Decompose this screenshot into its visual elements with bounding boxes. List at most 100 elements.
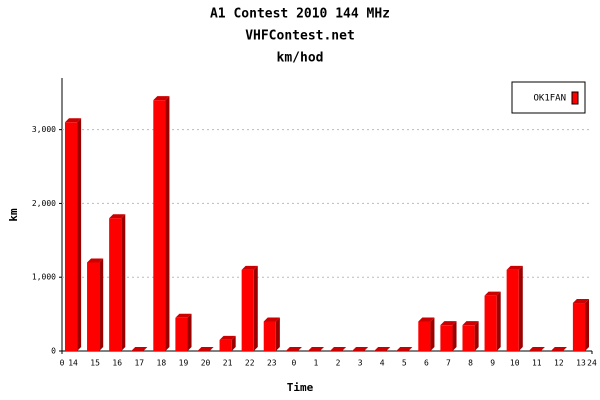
legend-swatch (571, 91, 579, 105)
bar-face (131, 347, 148, 351)
bar (64, 118, 82, 352)
x-tick-label: 7 (446, 359, 451, 368)
bar-face (109, 214, 126, 219)
x-tick-label: 5 (402, 359, 407, 368)
bar-face (452, 321, 457, 351)
x-tick-label: 0 (60, 359, 65, 368)
bar-face (231, 335, 236, 351)
bar (175, 313, 192, 351)
bar-face (77, 118, 82, 352)
bar-face (121, 214, 126, 351)
x-tick-label: 10 (510, 359, 520, 368)
bar-face (153, 96, 170, 101)
bar-face (396, 347, 413, 351)
y-tick-label: 0 (51, 347, 56, 356)
x-tick-label: 16 (112, 359, 122, 368)
bar-face (219, 335, 236, 340)
bar (374, 347, 391, 351)
x-tick-label: 17 (134, 359, 144, 368)
x-tick-label: 14 (68, 359, 78, 368)
bar-face (440, 325, 453, 351)
bar (528, 347, 545, 351)
x-tick-label: 0 (291, 359, 296, 368)
bar (462, 321, 479, 351)
bar (440, 321, 457, 351)
bar (506, 265, 523, 351)
bar-face (64, 122, 78, 352)
bar (197, 347, 214, 351)
bar (307, 347, 325, 351)
x-tick-label: 4 (380, 359, 385, 368)
bar-face (585, 299, 590, 351)
x-tick-label: 18 (157, 359, 167, 368)
bar-face (506, 269, 519, 351)
bar (572, 299, 590, 351)
y-tick-label: 1,000 (32, 273, 56, 282)
x-tick-label: 13 (576, 359, 586, 368)
y-axis-label: km (7, 208, 20, 222)
bar-face (263, 317, 280, 322)
bar (550, 347, 567, 351)
bar (352, 347, 369, 351)
bar (418, 317, 435, 351)
bar-face (352, 347, 369, 351)
x-tick-label: 9 (490, 359, 495, 368)
x-tick-label: 6 (424, 359, 429, 368)
bar-face (374, 347, 391, 351)
bar-face (474, 321, 479, 351)
unit-title: km/hod (277, 51, 324, 66)
bar-face (87, 258, 104, 263)
y-tick-label: 3,000 (32, 125, 56, 134)
x-tick-label: 1 (314, 359, 319, 368)
bar-face (430, 317, 435, 351)
bar-face (307, 347, 325, 351)
x-tick-label: 19 (179, 359, 189, 368)
bar-face (241, 265, 258, 270)
bar-face (241, 269, 254, 351)
bar (263, 317, 280, 351)
bar-face (285, 347, 302, 351)
bar-face (528, 347, 545, 351)
bar-face (418, 317, 435, 322)
bar-face (175, 317, 188, 351)
x-tick-label: 12 (554, 359, 564, 368)
bar-face (64, 118, 82, 123)
bar (109, 214, 126, 351)
bar-face (219, 339, 232, 351)
bar-face (263, 321, 276, 351)
bar (285, 347, 302, 351)
x-tick-label: 24 (587, 359, 597, 368)
bar-face (496, 291, 501, 351)
y-tick-label: 2,000 (32, 199, 56, 208)
x-tick-label: 3 (358, 359, 363, 368)
chart-subtitle: VHFContest.net (245, 29, 355, 44)
bar-face (99, 258, 104, 351)
bar (131, 347, 148, 351)
bar-face (418, 321, 431, 351)
bar-face (275, 317, 280, 351)
x-tick-label: 11 (532, 359, 542, 368)
bar (153, 96, 170, 351)
x-tick-label: 21 (223, 359, 233, 368)
x-axis-label: Time (287, 381, 314, 394)
bar-face (572, 303, 586, 351)
bar-face (484, 291, 501, 296)
bar-face (518, 265, 523, 351)
bar (87, 258, 104, 351)
bar (219, 335, 236, 351)
bar-face (484, 295, 497, 351)
x-tick-label: 2 (336, 359, 341, 368)
legend-label: OK1FAN (533, 94, 566, 104)
x-tick-label: 23 (267, 359, 277, 368)
bar-face (462, 325, 475, 351)
bar-face (197, 347, 214, 351)
bar (241, 265, 258, 351)
bar-face (187, 313, 192, 351)
bar-face (462, 321, 479, 326)
bar-face (506, 265, 523, 270)
bar-face (253, 265, 258, 351)
bar (396, 347, 413, 351)
bar-face (329, 347, 347, 351)
bar-face (109, 218, 122, 351)
